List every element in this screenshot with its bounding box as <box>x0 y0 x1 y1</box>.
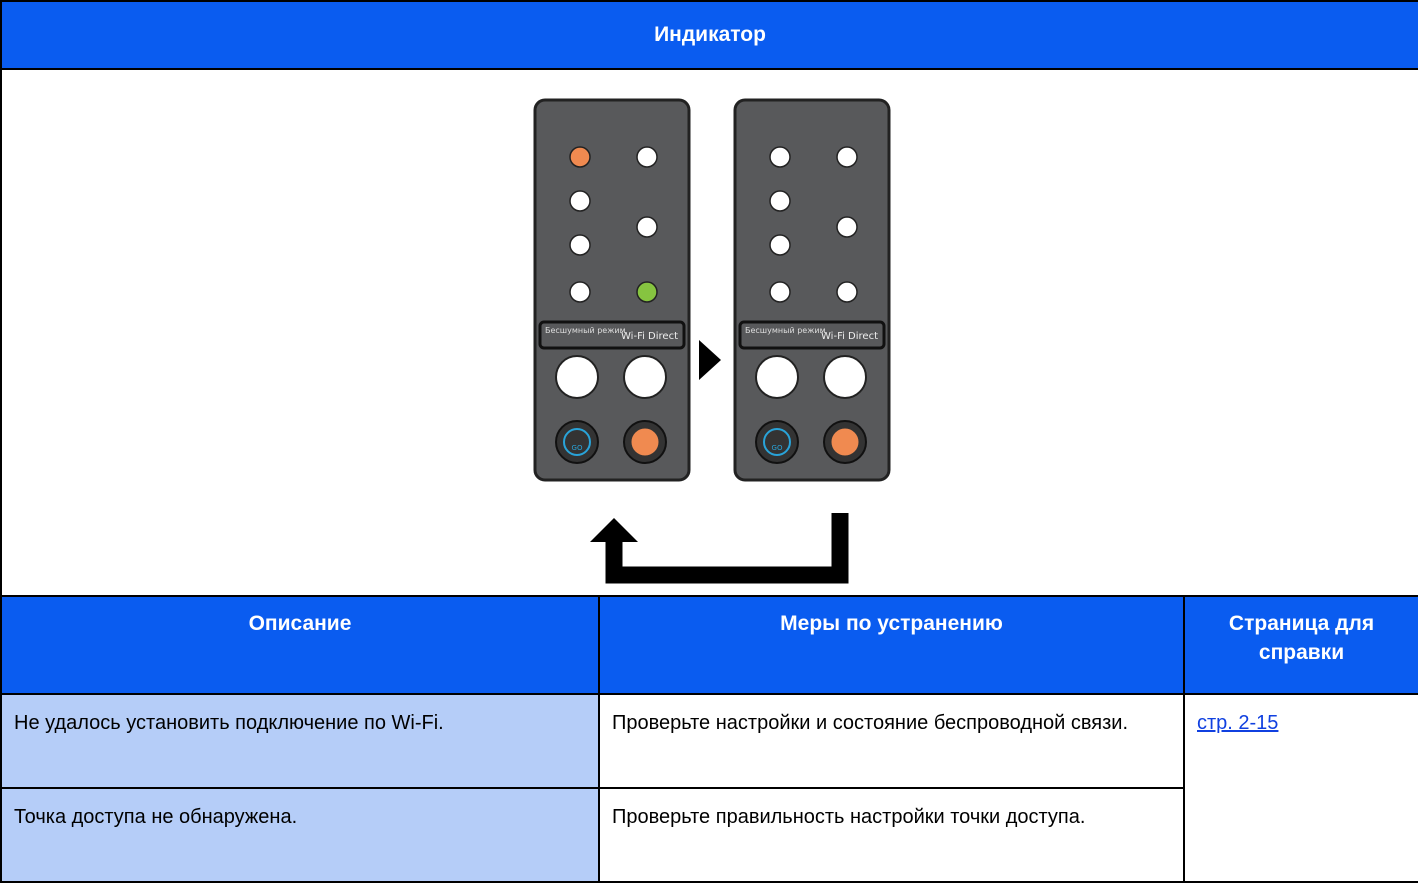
stop-ring <box>631 428 659 456</box>
column-header: Страница для справки <box>1182 595 1418 695</box>
column-header: Меры по устранению <box>598 595 1185 695</box>
sleep-led <box>636 216 658 238</box>
go-ring <box>763 428 791 456</box>
wifi-led <box>836 281 858 303</box>
paper-led <box>569 234 591 256</box>
silent-button <box>555 355 599 399</box>
silent-label: Бесшумный режим <box>745 326 826 335</box>
ready-led <box>636 146 658 168</box>
remedy: Проверьте правильность настройки точки д… <box>598 787 1185 883</box>
tray-led <box>569 281 591 303</box>
attention-led <box>569 146 591 168</box>
silent-label: Бесшумный режим <box>545 326 626 335</box>
ready-led <box>836 146 858 168</box>
toner-led <box>569 190 591 212</box>
reference: стр. 2-15 <box>1182 693 1418 883</box>
silent-button <box>755 355 799 399</box>
go-button <box>755 420 799 464</box>
wifi-button <box>623 355 667 399</box>
illustration-cell: Бесшумный режим Wi-Fi Direct GO Бесшумный р… <box>0 68 1418 597</box>
panel-body <box>533 98 691 482</box>
paper-led <box>769 234 791 256</box>
reference-link[interactable]: стр. 2-15 <box>1197 712 1279 734</box>
description: Точка доступа не обнаружена. <box>0 787 600 883</box>
go-ring <box>563 428 591 456</box>
go-button <box>555 420 599 464</box>
description: Не удалось установить подключение по Wi-… <box>0 693 600 789</box>
toner-led <box>769 190 791 212</box>
tray-led <box>769 281 791 303</box>
label-bar <box>738 320 886 350</box>
go-label: GO <box>572 444 583 452</box>
arrow-right <box>699 340 721 380</box>
sleep-led <box>836 216 858 238</box>
wifi-led <box>636 281 658 303</box>
stop-ring <box>831 428 859 456</box>
remedy: Проверьте настройки и состояние беспрово… <box>598 693 1185 789</box>
wifi-button <box>823 355 867 399</box>
return-arrow <box>605 513 849 584</box>
panel-body <box>733 98 891 482</box>
return-arrow-head <box>590 518 638 542</box>
label-bar <box>538 320 686 350</box>
wifi-direct-label: Wi-Fi Direct <box>621 331 678 342</box>
column-header: Описание <box>0 595 600 695</box>
attention-led <box>769 146 791 168</box>
wifi-direct-label: Wi-Fi Direct <box>821 331 878 342</box>
go-label: GO <box>772 444 783 452</box>
indicator-title: Индикатор <box>0 0 1418 70</box>
